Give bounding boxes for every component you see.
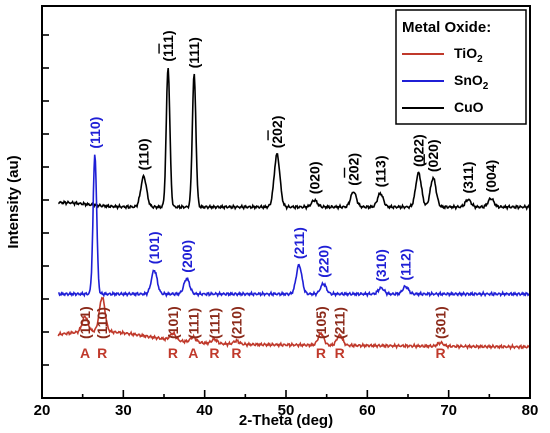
sno2-peak-label: (112) bbox=[398, 249, 414, 281]
tio2-peak-label: (111) bbox=[206, 308, 222, 339]
tio2-phase-label: A bbox=[188, 345, 198, 361]
cuo-peak-label: (202) bbox=[346, 153, 362, 186]
x-tick-label: 70 bbox=[440, 402, 457, 419]
cuo-peak-label: (020) bbox=[306, 162, 322, 195]
cuo-peak-label: (111) bbox=[186, 37, 202, 68]
y-axis-label: Intensity (au) bbox=[5, 155, 22, 248]
cuo-peak-label: (004) bbox=[483, 160, 499, 193]
x-axis-label: 2-Theta (deg) bbox=[239, 412, 333, 429]
sno2-peak-label: (101) bbox=[146, 232, 162, 265]
tio2-peak-label: (105) bbox=[313, 306, 329, 339]
legend-box bbox=[395, 9, 527, 125]
series-SnO2-line bbox=[58, 154, 530, 298]
tio2-phase-label: R bbox=[231, 345, 241, 361]
tio2-peak-label: (301) bbox=[433, 306, 449, 339]
tio2-peak-label: (101) bbox=[77, 306, 93, 339]
tio2-peak-label: (210) bbox=[228, 306, 244, 339]
tio2-phase-label: R bbox=[168, 345, 178, 361]
tio2-peak-label: (101) bbox=[165, 306, 181, 339]
tio2-phase-label: A bbox=[80, 345, 90, 361]
legend-entry-label: CuO bbox=[454, 99, 484, 115]
tio2-phase-label: R bbox=[335, 345, 345, 361]
series-CuO-line bbox=[58, 68, 530, 212]
legend-entry-label: TiO2 bbox=[454, 45, 483, 65]
sno2-peak-label: (310) bbox=[373, 249, 389, 282]
tio2-peak-label: (110) bbox=[94, 307, 110, 339]
x-tick-label: 50 bbox=[278, 402, 295, 419]
plot-area bbox=[57, 68, 530, 351]
tio2-peak-label: (211) bbox=[332, 307, 348, 339]
cuo-peak-label: (111) bbox=[160, 30, 176, 61]
cuo-peak-label: (202) bbox=[269, 116, 285, 149]
sno2-peak-label: (211) bbox=[291, 227, 307, 259]
sno2-peak-label: (110) bbox=[87, 117, 103, 149]
cuo-peak-label: (110) bbox=[136, 138, 152, 170]
series-TiO2-line bbox=[57, 296, 530, 351]
cuo-peak-label: (311) bbox=[460, 162, 476, 194]
cuo-peak-label: (022) bbox=[411, 134, 427, 167]
tio2-peak-label: (111) bbox=[185, 308, 201, 339]
peak-labels: (110) (111) (111) (202) (020) (202) (113) (022)… bbox=[77, 30, 499, 361]
axes: 20 30 40 50 60 70 80 2-Theta (deg) Intensity (au… bbox=[5, 5, 539, 429]
sno2-peak-label: (220) bbox=[315, 245, 331, 278]
cuo-peak-label: (113) bbox=[372, 155, 388, 187]
legend: Metal Oxide: TiO2 SnO2 CuO bbox=[395, 9, 527, 125]
legend-entry-label: SnO2 bbox=[454, 72, 489, 92]
x-tick-label: 20 bbox=[34, 402, 51, 419]
tio2-phase-label: R bbox=[435, 345, 445, 361]
tio2-phase-label: R bbox=[316, 345, 326, 361]
x-tick-label: 30 bbox=[115, 402, 132, 419]
sno2-peak-label: (200) bbox=[179, 240, 195, 273]
x-tick-label: 80 bbox=[522, 402, 539, 419]
tio2-phase-label: R bbox=[97, 345, 107, 361]
x-tick-label: 40 bbox=[196, 402, 213, 419]
x-tick-label: 60 bbox=[359, 402, 376, 419]
legend-title: Metal Oxide: bbox=[402, 19, 491, 36]
cuo-peak-label: (020) bbox=[425, 139, 441, 172]
tio2-phase-label: R bbox=[209, 345, 219, 361]
